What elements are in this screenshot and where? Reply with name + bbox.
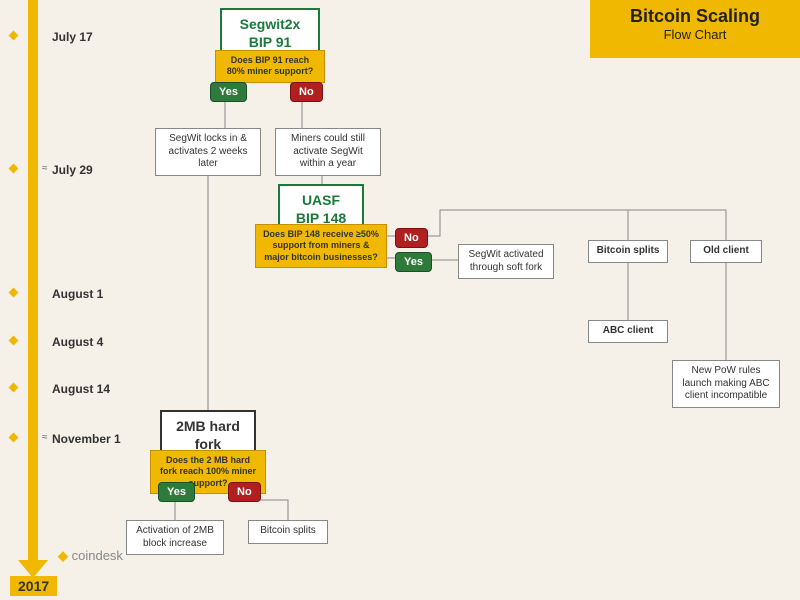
node-softfork: SegWit activated through soft fork (458, 244, 554, 279)
timeline-diamond-icon (9, 288, 19, 298)
question-bip148: Does BIP 148 receive ≥50% support from m… (255, 224, 387, 268)
node-lockin: SegWit locks in & activates 2 weeks late… (155, 128, 261, 176)
date-label: July 29 (52, 163, 93, 177)
node-activation-2mb: Activation of 2MB block increase (126, 520, 224, 555)
date-label: August 14 (52, 382, 110, 396)
timeline-diamond-icon (9, 433, 19, 443)
date-label: July 17 (52, 30, 93, 44)
segwit2x-l1: Segwit2x (232, 16, 308, 34)
hardfork-l1: 2MB hard (172, 418, 244, 436)
brand-coindesk: ◆ coindesk (58, 548, 123, 564)
approx-icon: ≈ (42, 432, 48, 443)
date-label: November 1 (52, 432, 121, 446)
uasf-l1: UASF (290, 192, 352, 210)
timeline-diamond-icon (9, 336, 19, 346)
brand-text: coindesk (72, 548, 123, 563)
node-old-client: Old client (690, 240, 762, 263)
header-subtitle: Flow Chart (590, 27, 800, 42)
node-pow-rules: New PoW rules launch making ABC client i… (672, 360, 780, 408)
node-bitcoin-splits-2: Bitcoin splits (248, 520, 328, 544)
header-title: Bitcoin Scaling (590, 6, 800, 27)
yes-pill-3: Yes (158, 482, 195, 502)
timeline-diamond-icon (9, 164, 19, 174)
node-miners-could: Miners could still activate SegWit withi… (275, 128, 381, 176)
approx-icon: ≈ (42, 163, 48, 174)
connector-lines (0, 0, 800, 600)
header: Bitcoin Scaling Flow Chart (590, 0, 800, 58)
node-abc-client: ABC client (588, 320, 668, 343)
no-pill-1: No (290, 82, 323, 102)
brand-icon: ◆ (58, 548, 68, 563)
yes-pill-1: Yes (210, 82, 247, 102)
node-bitcoin-splits-1: Bitcoin splits (588, 240, 668, 263)
no-pill-2: No (395, 228, 428, 248)
year-label: 2017 (10, 576, 57, 596)
yes-pill-2: Yes (395, 252, 432, 272)
date-label: August 1 (52, 287, 103, 301)
segwit2x-l2: BIP 91 (232, 34, 308, 52)
no-pill-3: No (228, 482, 261, 502)
question-bip91: Does BIP 91 reach 80% miner support? (215, 50, 325, 83)
timeline-diamond-icon (9, 31, 19, 41)
timeline-bar (28, 0, 38, 565)
timeline-diamond-icon (9, 383, 19, 393)
date-label: August 4 (52, 335, 103, 349)
